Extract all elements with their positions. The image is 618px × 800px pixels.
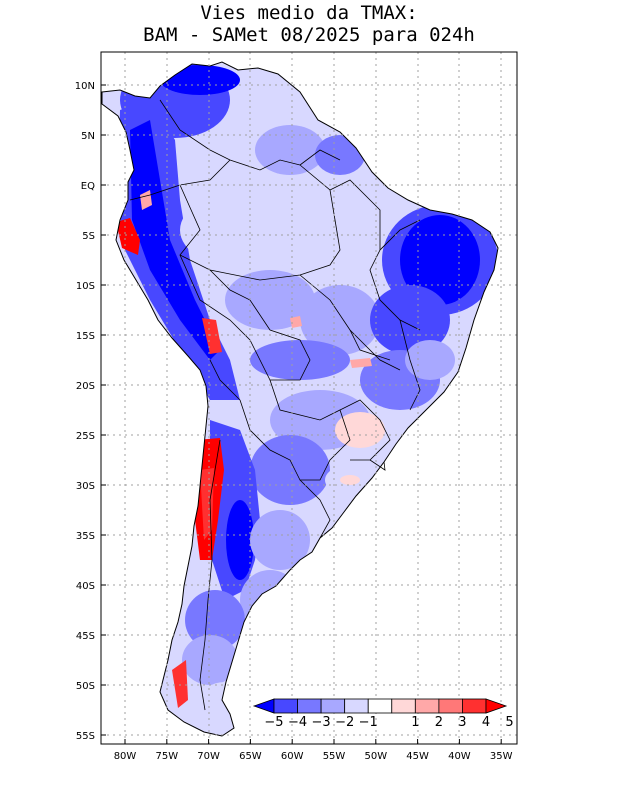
lon-label-55w: 55W	[323, 751, 346, 762]
lat-label-5n: 5N	[81, 131, 95, 142]
latitude-labels: 10N 5N EQ 5S 10S 15S 20S 25S 30S 35S 40S 45S 50S 55S	[75, 81, 106, 742]
lat-label-45s: 45S	[76, 631, 95, 642]
lon-label-40w: 40W	[448, 751, 471, 762]
colorbar-label: 4	[482, 715, 490, 730]
colorbar-arrow-max	[485, 698, 508, 714]
lat-label-30s: 30S	[76, 481, 95, 492]
lon-label-65w: 65W	[239, 751, 262, 762]
coastline	[101, 61, 499, 737]
lon-label-45w: 45W	[406, 751, 429, 762]
colorbar-label: −3	[312, 715, 331, 730]
country-borders	[129, 99, 421, 711]
lat-label-eq: EQ	[81, 181, 95, 192]
graticule	[101, 52, 517, 744]
colorbar-box	[320, 698, 346, 714]
lat-label-20s: 20S	[76, 381, 95, 392]
lon-label-60w: 60W	[281, 751, 304, 762]
lon-label-80w: 80W	[114, 751, 137, 762]
map-frame	[100, 51, 518, 745]
colorbar-label: 3	[458, 715, 466, 730]
colorbar-box	[414, 698, 440, 714]
colorbar-label: 2	[435, 715, 443, 730]
colorbar-box	[344, 698, 369, 714]
lon-label-50w: 50W	[364, 751, 387, 762]
lat-label-5s: 5S	[82, 231, 95, 242]
longitude-labels: 80W 75W 70W 65W 60W 55W 50W 45W 40W 35W	[114, 739, 513, 762]
colorbar: −5 −4 −3 −2 −1 1 2 3 4 5	[252, 698, 514, 730]
colorbar-box	[367, 698, 393, 714]
lon-label-70w: 70W	[197, 751, 220, 762]
lon-label-35w: 35W	[490, 751, 513, 762]
colorbar-label: −4	[288, 715, 307, 730]
lat-label-10s: 10S	[76, 281, 95, 292]
colorbar-label: −2	[335, 715, 354, 730]
lat-label-40s: 40S	[76, 581, 95, 592]
lon-label-75w: 75W	[155, 751, 178, 762]
lat-label-15s: 15S	[76, 331, 95, 342]
colorbar-label: 1	[411, 715, 419, 730]
colorbar-box	[462, 698, 487, 714]
colorbar-box	[297, 698, 322, 714]
colorbar-box	[391, 698, 416, 714]
lat-label-50s: 50S	[76, 681, 95, 692]
colorbar-label: −5	[264, 715, 283, 730]
colorbar-box	[273, 698, 298, 714]
lat-label-55s: 55S	[76, 731, 95, 742]
map-title-line1: Vies medio da TMAX:	[200, 2, 418, 24]
lat-label-10n: 10N	[75, 81, 95, 92]
colorbar-box	[438, 698, 463, 714]
lat-label-35s: 35S	[76, 531, 95, 542]
colorbar-label: 5	[505, 715, 513, 730]
colorbar-label: −1	[359, 715, 378, 730]
map-title-line2: BAM - SAMet 08/2025 para 024h	[143, 24, 475, 46]
lat-label-25s: 25S	[76, 431, 95, 442]
